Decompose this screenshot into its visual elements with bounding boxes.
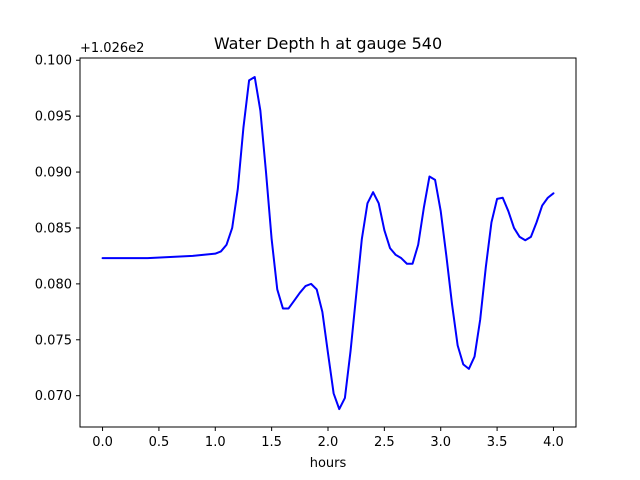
chart-title: Water Depth h at gauge 540: [214, 34, 442, 53]
y-tick-label: 0.090: [35, 166, 72, 181]
x-tick-label: 1.0: [205, 435, 226, 450]
axes-background: [80, 58, 576, 427]
y-offset-label: +1.026e2: [80, 41, 144, 56]
x-tick-label: 0.0: [92, 435, 113, 450]
x-axis-label: hours: [310, 456, 347, 471]
y-tick-label: 0.080: [35, 277, 72, 292]
y-tick-label: 0.100: [35, 54, 72, 69]
x-tick-label: 4.0: [543, 435, 564, 450]
x-tick-label: 3.5: [487, 435, 508, 450]
x-tick-label: 3.0: [430, 435, 451, 450]
x-tick-label: 0.5: [149, 435, 170, 450]
x-tick-label: 1.5: [261, 435, 282, 450]
y-axis-ticks: 0.070 0.075 0.080 0.085 0.090 0.095 0.100: [35, 54, 80, 404]
x-tick-label: 2.5: [374, 435, 395, 450]
x-axis-ticks: 0.0 0.5 1.0 1.5 2.0 2.5 3.0 3.5 4.0: [92, 427, 564, 450]
series-line: [101, 76, 555, 411]
y-tick-label: 0.075: [35, 333, 72, 348]
y-tick-label: 0.070: [35, 389, 72, 404]
y-tick-label: 0.085: [35, 221, 72, 236]
axes-frame: [79, 57, 577, 428]
plot-area: [80, 58, 576, 427]
y-tick-label: 0.095: [35, 110, 72, 125]
x-tick-label: 2.0: [318, 435, 339, 450]
